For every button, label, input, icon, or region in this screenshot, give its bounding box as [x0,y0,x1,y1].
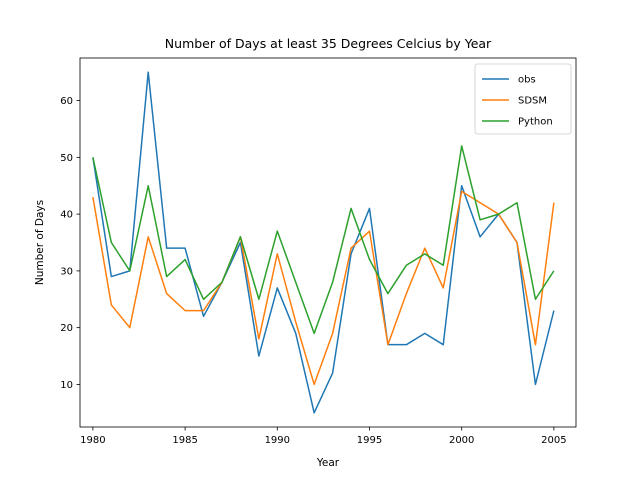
x-tick-label: 2005 [541,435,566,446]
x-tick-label: 1990 [265,435,290,446]
chart-title: Number of Days at least 35 Degrees Celci… [165,36,492,51]
y-axis: 10 20 30 40 50 60 [60,96,80,391]
series-line-python [92,145,555,335]
x-tick-label: 1995 [357,435,382,446]
series-line-sdsm [92,190,555,386]
y-tick-label: 50 [60,153,73,164]
y-tick-label: 10 [60,380,73,391]
legend-label-sdsm: SDSM [518,96,547,107]
series-line-obs [92,71,555,414]
y-tick-label: 30 [60,266,73,277]
y-tick-label: 20 [60,323,73,334]
legend: obs SDSM Python [474,63,572,135]
x-tick-label: 1985 [172,435,197,446]
plot-lines [92,71,555,414]
x-axis-label: Year [316,457,340,469]
legend-box [474,63,572,135]
legend-label-obs: obs [518,75,536,86]
x-axis: 1980 1985 1990 1995 2000 2005 [80,427,567,446]
y-tick-label: 40 [60,210,73,221]
y-axis-label: Number of Days [34,200,46,285]
x-tick-label: 2000 [449,435,474,446]
x-tick-label: 1980 [80,435,105,446]
legend-label-python: Python [518,117,553,128]
y-tick-label: 60 [60,96,73,107]
plot-frame [79,57,577,428]
